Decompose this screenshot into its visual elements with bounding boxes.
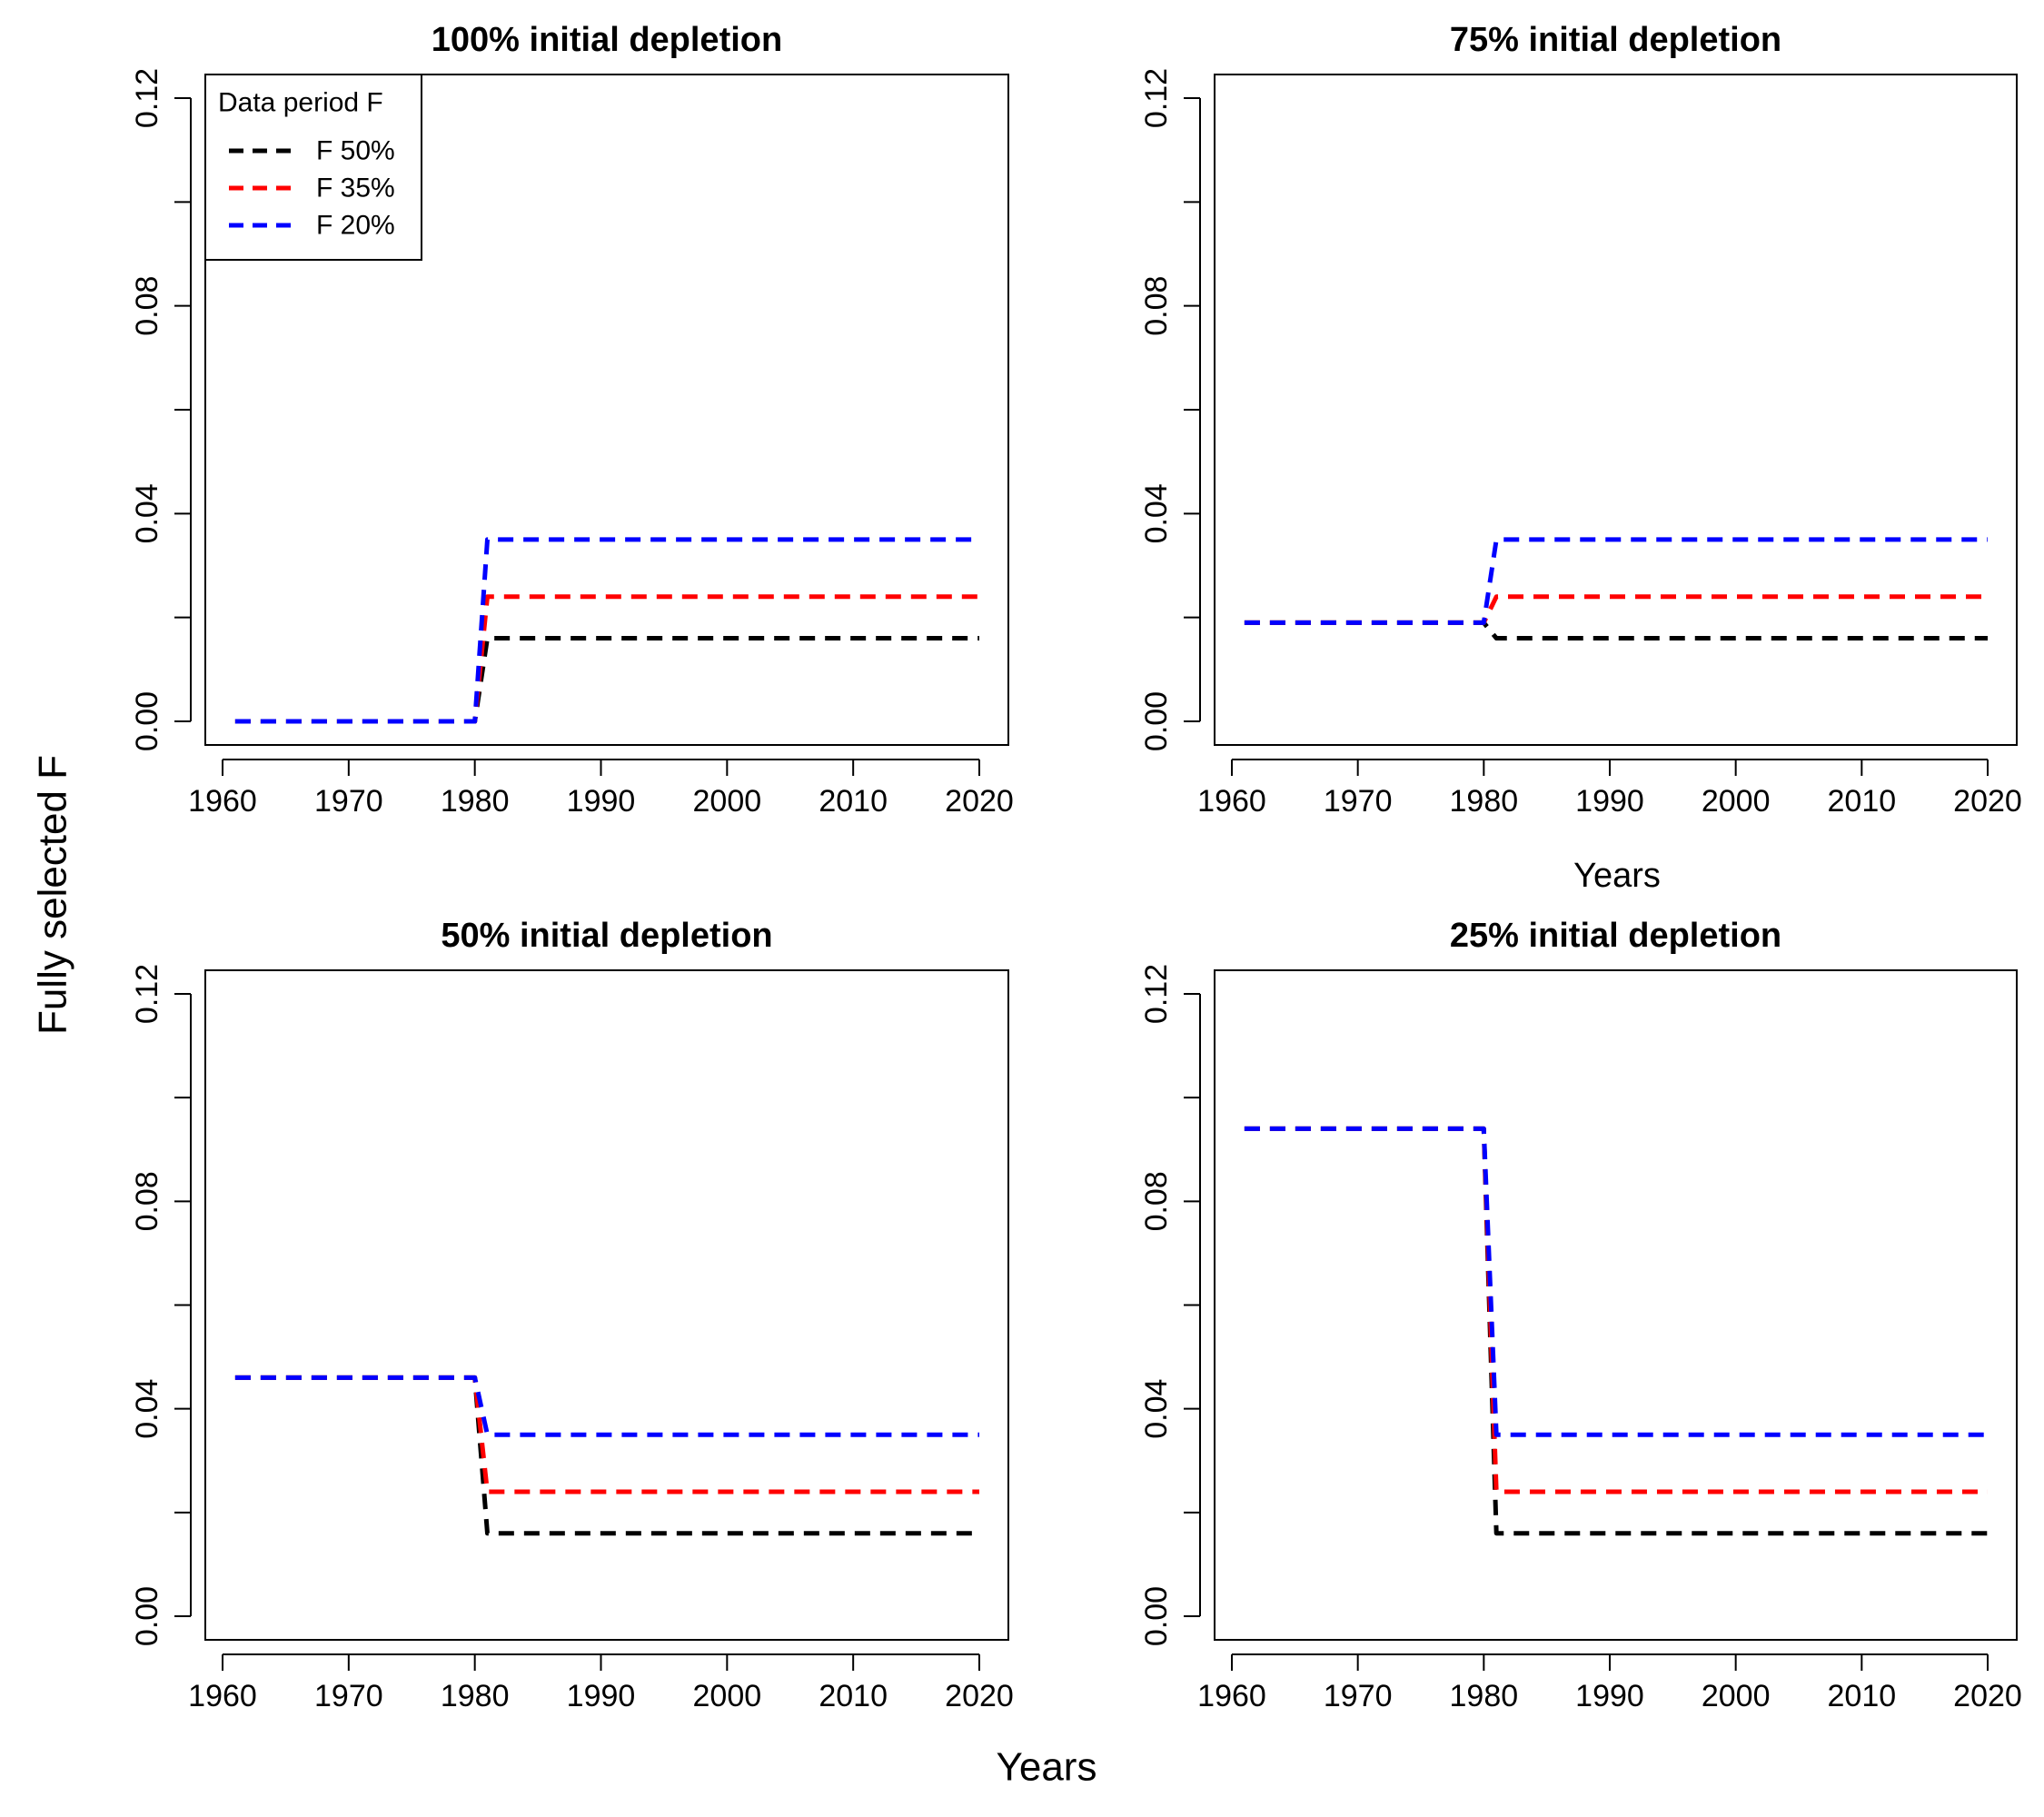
x-tick-label: 1960 — [188, 1679, 257, 1713]
x-tick-label: 2010 — [819, 784, 888, 819]
x-tick-label: 2000 — [1702, 784, 1771, 819]
series-line-f35 — [1244, 594, 1988, 625]
panel-1: 100% initial depletion 1960 1970 1980 1990 20… — [130, 21, 1014, 819]
x-tick-label: 1960 — [188, 784, 257, 819]
x-tick-label: 2020 — [945, 1679, 1014, 1713]
x-tick-label: 2020 — [1953, 1679, 2022, 1713]
series-line-f35 — [234, 594, 979, 724]
y-axis-label: Fully selected F — [31, 755, 75, 1035]
series-line-f20 — [1244, 1126, 1988, 1437]
y-tick-label: 0.04 — [130, 1379, 164, 1439]
y-tick-label: 0.08 — [130, 276, 164, 336]
series-line-f20 — [234, 1375, 979, 1437]
panel-3: 50% initial depletion 1960 1970 1980 1990 200… — [130, 917, 1014, 1713]
x-axis-label: Years — [997, 1745, 1097, 1790]
y-tick-label: 0.04 — [130, 483, 164, 543]
y-tick-label: 0.08 — [1139, 1171, 1174, 1231]
x-tick-label: 1980 — [1450, 784, 1519, 819]
y-tick-label: 0.12 — [130, 964, 164, 1024]
series-line-f20 — [1244, 537, 1988, 625]
panel-title: 100% initial depletion — [432, 21, 782, 59]
x-tick-label: 1990 — [567, 1679, 636, 1713]
y-tick-label: 0.12 — [130, 68, 164, 128]
plot-frame — [1214, 74, 2018, 746]
plot-frame — [204, 74, 1009, 746]
x-tick-label: 1970 — [1324, 1679, 1393, 1713]
x-tick-label: 1990 — [1575, 1679, 1644, 1713]
legend-label-f50: F 50% — [316, 136, 395, 166]
legend-label-f35: F 35% — [316, 174, 395, 204]
legend: Data period F F 50% F 35% F 20% — [204, 74, 422, 261]
x-tick-label: 2010 — [1828, 784, 1897, 819]
x-tick-label: 1990 — [567, 784, 636, 819]
y-tick-label: 0.00 — [130, 1586, 164, 1646]
x-axis-label-top-right: Years — [1573, 857, 1661, 895]
legend-box — [204, 74, 422, 261]
y-tick-label: 0.12 — [1139, 68, 1174, 128]
x-tick-label: 2000 — [693, 1679, 762, 1713]
x-tick-label: 2020 — [1953, 784, 2022, 819]
y-tick-label: 0.08 — [130, 1171, 164, 1231]
series-line-f20 — [234, 537, 979, 724]
x-tick-label: 1970 — [1324, 784, 1393, 819]
y-tick-label: 0.00 — [1139, 1586, 1174, 1646]
x-tick-label: 1960 — [1197, 1679, 1266, 1713]
y-tick-label: 0.00 — [130, 691, 164, 751]
panel-2: 75% initial depletion 1960 1970 1980 1990 200… — [1139, 21, 2022, 819]
x-tick-label: 1970 — [314, 784, 383, 819]
x-tick-label: 1960 — [1197, 784, 1266, 819]
x-tick-label: 2000 — [1702, 1679, 1771, 1713]
panels: 100% initial depletion 1960 1970 1980 1990 20… — [130, 21, 2022, 1713]
y-tick-label: 0.08 — [1139, 276, 1174, 336]
plot-frame — [204, 969, 1009, 1641]
x-tick-label: 2010 — [819, 1679, 888, 1713]
x-tick-label: 1970 — [314, 1679, 383, 1713]
y-tick-label: 0.12 — [1139, 964, 1174, 1024]
panel-4: 25% initial depletion 1960 1970 1980 1990 200… — [1139, 917, 2022, 1713]
x-tick-label: 2000 — [693, 784, 762, 819]
x-tick-label: 1980 — [1450, 1679, 1519, 1713]
plot-frame — [1214, 969, 2018, 1641]
legend-label-f20: F 20% — [316, 211, 395, 241]
legend-title: Data period F — [218, 88, 383, 118]
y-tick-label: 0.04 — [1139, 483, 1174, 543]
panel-title: 50% initial depletion — [441, 917, 772, 955]
y-tick-label: 0.00 — [1139, 691, 1174, 751]
panel-title: 75% initial depletion — [1450, 21, 1781, 59]
y-tick-label: 0.04 — [1139, 1379, 1174, 1439]
x-tick-label: 2010 — [1828, 1679, 1897, 1713]
x-tick-label: 1980 — [441, 784, 510, 819]
panel-title: 25% initial depletion — [1450, 917, 1781, 955]
x-tick-label: 1980 — [441, 1679, 510, 1713]
series-line-f35 — [234, 1375, 979, 1494]
x-tick-label: 2020 — [945, 784, 1014, 819]
x-tick-label: 1990 — [1575, 784, 1644, 819]
